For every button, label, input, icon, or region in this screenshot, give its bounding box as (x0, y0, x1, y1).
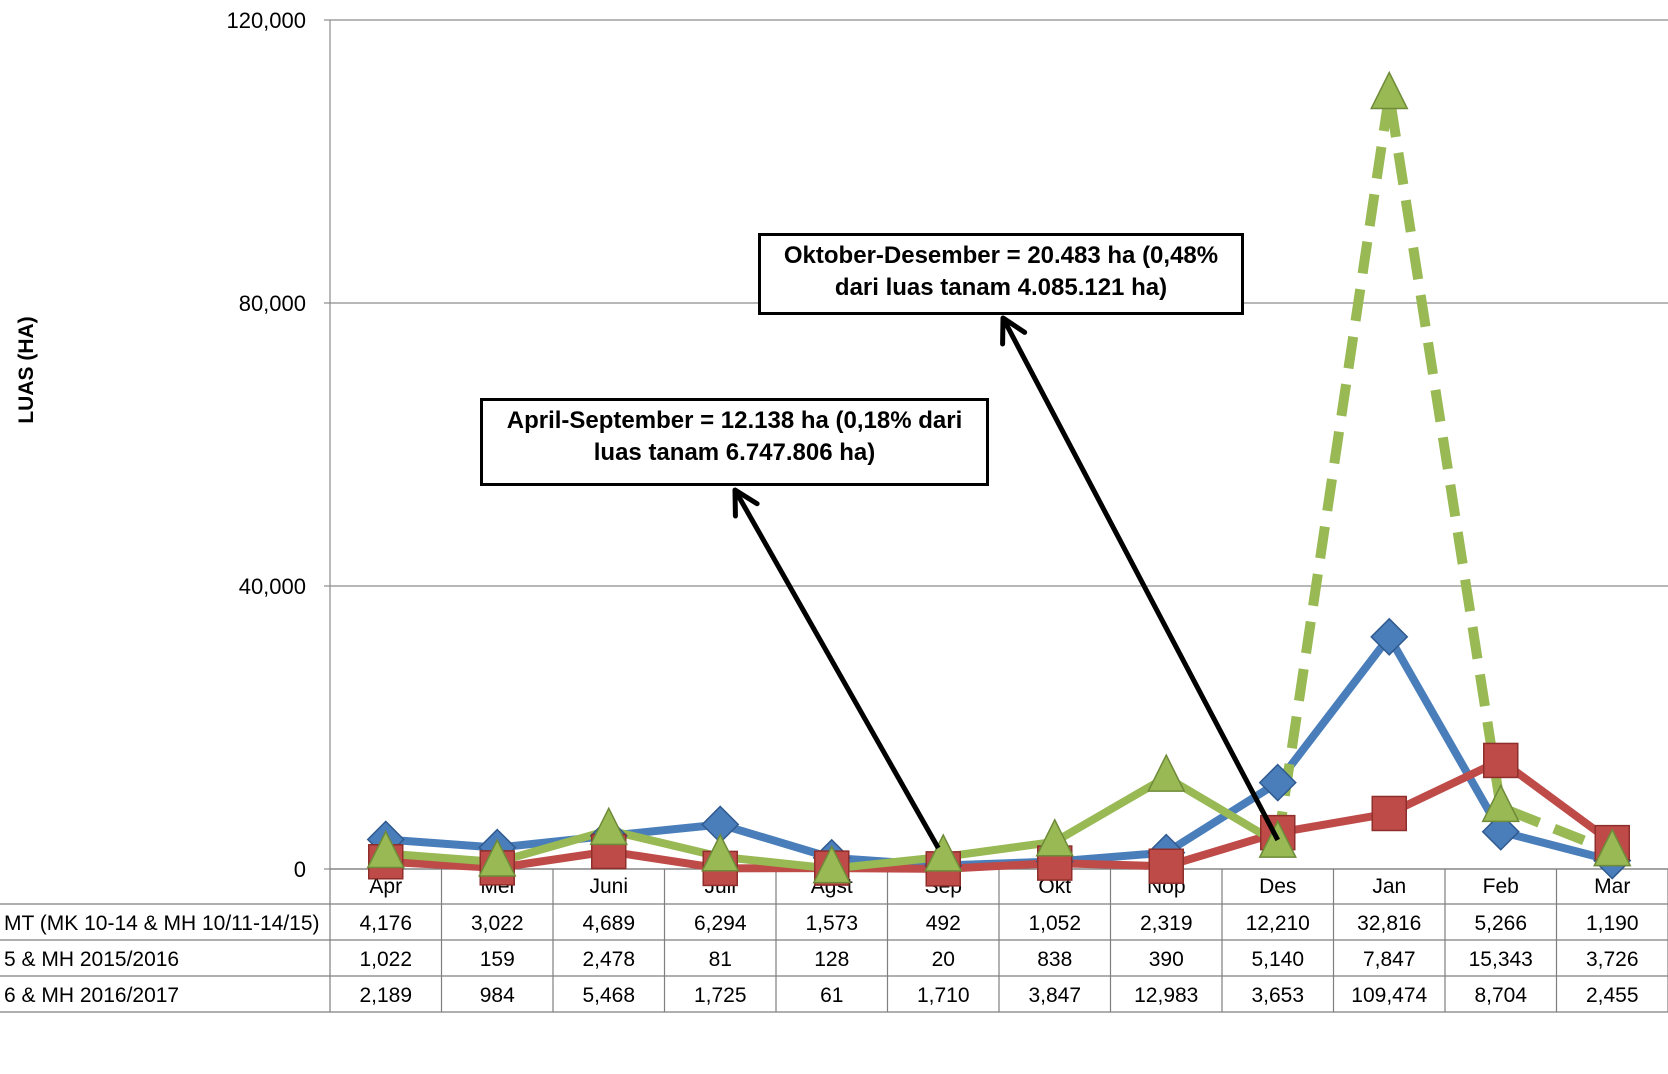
series-name-label: MT (MK 10-14 & MH 10/11-14/15) (4, 912, 320, 935)
table-cell-value: 984 (480, 984, 515, 1007)
table-cell-value: 5,468 (582, 984, 635, 1007)
table-cell-value: 1,573 (805, 912, 858, 935)
category-label: Feb (1483, 875, 1519, 898)
table-cell-value: 1,022 (359, 948, 412, 971)
table-cell-value: 1,052 (1028, 912, 1081, 935)
triangle-marker (478, 838, 517, 877)
table-cell-value: 15,343 (1469, 948, 1533, 971)
table-cell-value: 61 (820, 984, 843, 1007)
table-cell-value: 20 (932, 948, 955, 971)
table-cell-value: 2,319 (1140, 912, 1193, 935)
table-cell-value: 4,689 (582, 912, 635, 935)
triangle-marker (1370, 70, 1409, 110)
table-cell-value: 3,847 (1028, 984, 1081, 1007)
annotation-arrow-shaft (732, 488, 941, 850)
table-cell-value: 390 (1149, 948, 1184, 971)
triangle-marker (1593, 827, 1632, 867)
table-cell-value: 1,725 (694, 984, 747, 1007)
diamond-marker (1481, 812, 1520, 851)
y-tick-label: 0 (294, 857, 306, 882)
triangle-marker (1035, 818, 1074, 857)
table-cell-value: 159 (480, 948, 515, 971)
table-cell-value: 5,266 (1474, 912, 1527, 935)
square-marker (1148, 848, 1184, 884)
category-label: Des (1259, 875, 1296, 898)
table-cell-value: 128 (814, 948, 849, 971)
y-tick-label: 40,000 (239, 574, 306, 599)
table-cell-value: 3,653 (1251, 984, 1304, 1007)
annotation-oktober-desember: Oktober-Desember = 20.483 ha (0,48% dari… (758, 233, 1244, 315)
table-cell-value: 4,176 (359, 912, 412, 935)
square-marker (1483, 742, 1519, 779)
annotation-arrows (732, 315, 1280, 850)
annotation-april-september-line1: April-September = 12.138 ha (0,18% dari (506, 407, 963, 434)
series-name-label: 5 & MH 2015/2016 (4, 948, 179, 971)
table-cell-value: 1,710 (917, 984, 970, 1007)
table-cell-value: 838 (1037, 948, 1072, 971)
y-tick-label: 120,000 (226, 8, 306, 33)
series-line (385, 632, 1614, 870)
category-label: Apr (369, 875, 402, 898)
annotation-april-september: April-September = 12.138 ha (0,18% dari … (480, 398, 989, 486)
table-cell-value: 3,726 (1586, 948, 1639, 971)
table-cell-value: 12,983 (1134, 984, 1198, 1007)
y-axis-label: LUAS (HA) (15, 316, 38, 423)
triangle-marker (366, 829, 405, 869)
series-name-label: 6 & MH 2016/2017 (4, 984, 179, 1007)
triangle-marker (1481, 783, 1520, 823)
table-cell-value: 1,190 (1586, 912, 1639, 935)
table-cell-value: 8,704 (1474, 984, 1527, 1007)
table-cell-value: 5,140 (1251, 948, 1304, 971)
annotation-oktober-desember-line1: Oktober-Desember = 20.483 ha (0,48% (783, 242, 1219, 269)
category-label: Mar (1594, 875, 1630, 898)
annotation-oktober-desember-line2: dari luas tanam 4.085.121 ha) (834, 274, 1168, 301)
annotation-april-september-line2: luas tanam 6.747.806 ha) (593, 439, 876, 466)
square-marker (1371, 795, 1407, 832)
triangle-marker (701, 833, 740, 872)
annotation-arrow-head (1000, 315, 1028, 347)
annotation-arrow-shaft (1000, 316, 1280, 842)
table-cell-value: 109,474 (1351, 984, 1427, 1007)
category-label: Jan (1372, 875, 1406, 898)
triangle-marker (1147, 753, 1186, 792)
table-cell-value: 12,210 (1246, 912, 1310, 935)
y-axis-ticks: 0 40,000 80,000 120,000 (226, 8, 306, 882)
diamond-marker (1258, 763, 1297, 802)
table-cell-value: 6,294 (694, 912, 747, 935)
category-label: Juni (589, 875, 628, 898)
y-tick-label: 80,000 (239, 291, 306, 316)
annotation-arrow-head (732, 487, 760, 519)
table-cell-value: 2,455 (1586, 984, 1639, 1007)
series-line (385, 756, 1615, 873)
table-cell-value: 81 (709, 948, 732, 971)
diamond-marker (1370, 617, 1409, 656)
series-line-dashed (1272, 89, 1615, 857)
series-lines (366, 70, 1632, 887)
table-cell-value: 3,022 (471, 912, 524, 935)
triangle-marker (589, 806, 628, 846)
table-cell-value: 492 (926, 912, 961, 935)
triangle-marker (924, 833, 963, 872)
table-cell-value: 2,478 (582, 948, 635, 971)
table-cell-value: 32,816 (1357, 912, 1421, 935)
data-table: AprMeiJuniJuliAgstSepOktNopDesJanFebMarM… (0, 868, 1668, 1013)
triangle-marker (812, 844, 851, 884)
table-cell-value: 2,189 (359, 984, 412, 1007)
table-cell-value: 7,847 (1363, 948, 1416, 971)
